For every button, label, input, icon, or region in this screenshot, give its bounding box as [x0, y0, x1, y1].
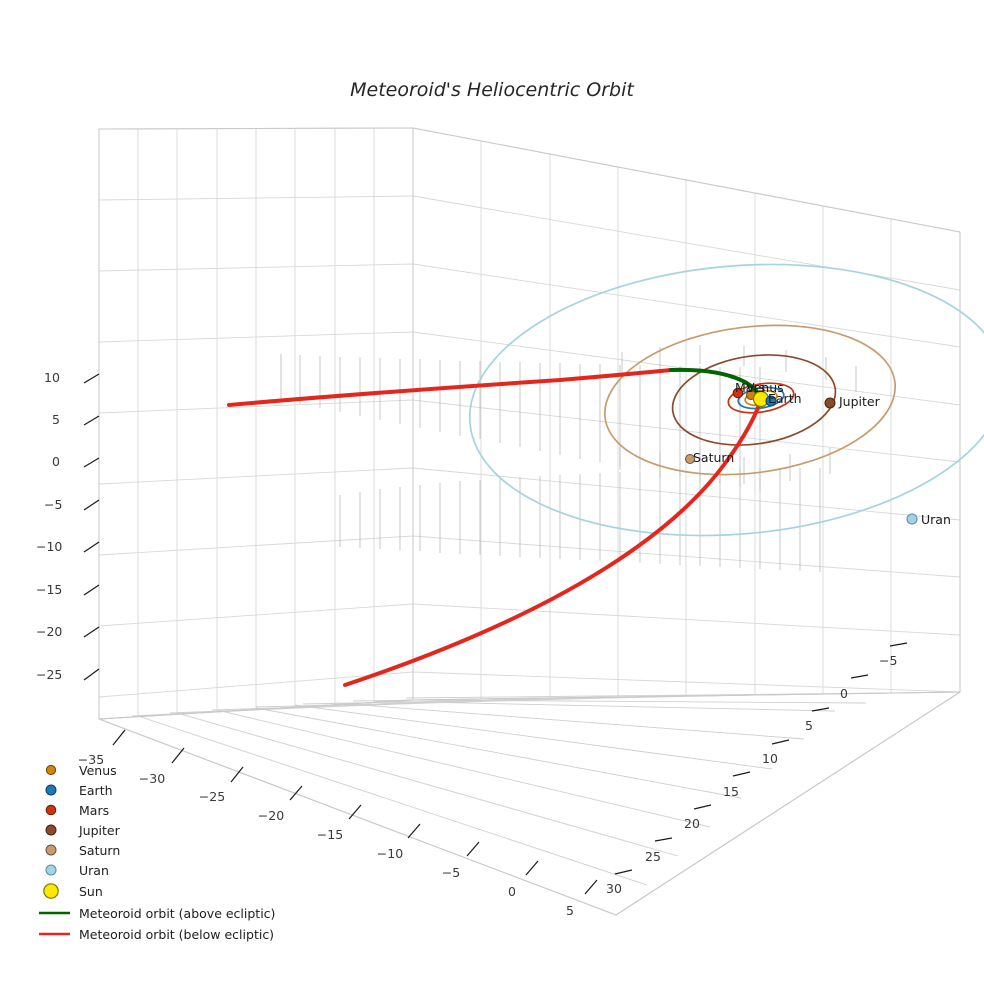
- legend-label-mars: Mars: [79, 803, 109, 818]
- y-tick-0: −5: [879, 653, 897, 668]
- legend-marker-venus-icon: [45, 764, 57, 776]
- pane-left-back: [98, 127, 414, 720]
- legend-label-below-ecliptic: Meteoroid orbit (below ecliptic): [79, 927, 274, 942]
- y-tick-1: 0: [840, 686, 848, 701]
- legend-item-venus[interactable]: Venus: [45, 763, 117, 778]
- x-tick-1: −30: [139, 771, 165, 786]
- legend-item-sun[interactable]: Sun: [43, 883, 103, 899]
- label-saturn: Saturn: [693, 450, 734, 465]
- legend-item-below-ecliptic[interactable]: Meteoroid orbit (below ecliptic): [39, 927, 274, 942]
- x-tick-0: −35: [78, 752, 104, 767]
- label-mars: Mars: [735, 380, 765, 395]
- body-labels: Mars Venus Earth Jupiter Saturn Uran: [693, 380, 951, 527]
- z-tick-7: −25: [36, 667, 62, 682]
- y-tick-7: 30: [606, 881, 622, 896]
- legend-marker-mars-icon: [45, 804, 57, 816]
- legend-item-earth[interactable]: Earth: [45, 783, 113, 798]
- z-tickmarks: [83, 373, 100, 681]
- planet-markers: [685, 387, 918, 525]
- marker-saturn[interactable]: [685, 454, 695, 464]
- orbit-mars: [727, 382, 795, 414]
- orbit-saturn: [603, 324, 897, 476]
- axes-panes: [98, 127, 962, 916]
- meteoroid-below-ecliptic-outbound: [343, 394, 764, 687]
- y-tick-4: 15: [723, 784, 739, 799]
- z-tick-2: 0: [52, 454, 60, 469]
- page-title: Meteoroid's Heliocentric Orbit: [350, 79, 635, 101]
- legend-label-above-ecliptic: Meteoroid orbit (above ecliptic): [79, 906, 275, 921]
- legend-label-saturn: Saturn: [79, 843, 120, 858]
- z-tick-5: −15: [36, 582, 62, 597]
- pane-floor: [98, 691, 962, 916]
- marker-uran[interactable]: [906, 513, 918, 525]
- y-tick-5: 20: [684, 816, 700, 831]
- z-tick-0: 10: [44, 370, 60, 385]
- legend-item-jupiter[interactable]: Jupiter: [45, 823, 121, 838]
- y-axis-ticks: −5 0 5 10 15 20 25 30: [606, 642, 908, 896]
- meteoroid-above-ecliptic: [669, 367, 762, 398]
- orbit-earth: [737, 386, 785, 410]
- marker-earth[interactable]: [765, 395, 777, 407]
- z-tick-3: −5: [44, 497, 62, 512]
- y-tick-6: 25: [645, 849, 661, 864]
- z-tick-4: −10: [36, 539, 62, 554]
- x-tick-5: −10: [377, 846, 403, 861]
- meteoroid-below-ecliptic-inbound: [227, 368, 673, 407]
- z-tick-1: 5: [52, 412, 60, 427]
- label-venus: Venus: [746, 380, 784, 395]
- x-tick-7: 0: [508, 884, 516, 899]
- legend-marker-uran-icon: [45, 864, 57, 876]
- legend-label-jupiter: Jupiter: [78, 823, 121, 838]
- x-tick-2: −25: [199, 789, 225, 804]
- x-tick-4: −15: [317, 827, 343, 842]
- legend-label-venus: Venus: [79, 763, 117, 778]
- legend-marker-earth-icon: [45, 784, 57, 796]
- label-earth: Earth: [768, 391, 802, 406]
- y-tick-3: 10: [762, 751, 778, 766]
- z-axis-ticks: 10 5 0 −5 −10 −15 −20 −25: [36, 370, 100, 682]
- x-tick-8: 5: [566, 903, 574, 918]
- legend-marker-saturn-icon: [45, 844, 57, 856]
- marker-mars[interactable]: [732, 387, 744, 399]
- planet-orbits: [468, 263, 984, 537]
- legend-label-sun: Sun: [79, 884, 103, 899]
- x-axis-ticks: −35 −30 −25 −20 −15 −10 −5 0 5: [78, 729, 598, 918]
- orbit-uran: [468, 263, 984, 537]
- label-jupiter: Jupiter: [838, 394, 881, 409]
- y-tick-2: 5: [805, 718, 813, 733]
- legend-item-saturn[interactable]: Saturn: [45, 843, 120, 858]
- legend: Venus Earth Mars Jupiter Saturn Uran: [39, 763, 275, 942]
- orbit-jupiter: [671, 354, 837, 446]
- marker-jupiter[interactable]: [824, 397, 836, 409]
- legend-label-earth: Earth: [79, 783, 113, 798]
- axes-box-edges: [98, 127, 961, 916]
- x-tick-6: −5: [442, 865, 460, 880]
- z-tick-6: −20: [36, 624, 62, 639]
- y-tickmarks: [614, 642, 908, 875]
- x-tickmarks: [112, 729, 598, 895]
- legend-marker-sun-icon: [43, 883, 59, 899]
- legend-label-uran: Uran: [79, 863, 109, 878]
- meteoroid-trajectory: [227, 367, 764, 687]
- legend-item-mars[interactable]: Mars: [45, 803, 109, 818]
- label-uran: Uran: [921, 512, 951, 527]
- pane-right-back: [412, 127, 961, 701]
- legend-item-above-ecliptic[interactable]: Meteoroid orbit (above ecliptic): [39, 906, 275, 921]
- legend-item-uran[interactable]: Uran: [45, 863, 109, 878]
- legend-marker-jupiter-icon: [45, 824, 57, 836]
- projection-stems: [280, 345, 857, 572]
- x-tick-3: −20: [258, 808, 284, 823]
